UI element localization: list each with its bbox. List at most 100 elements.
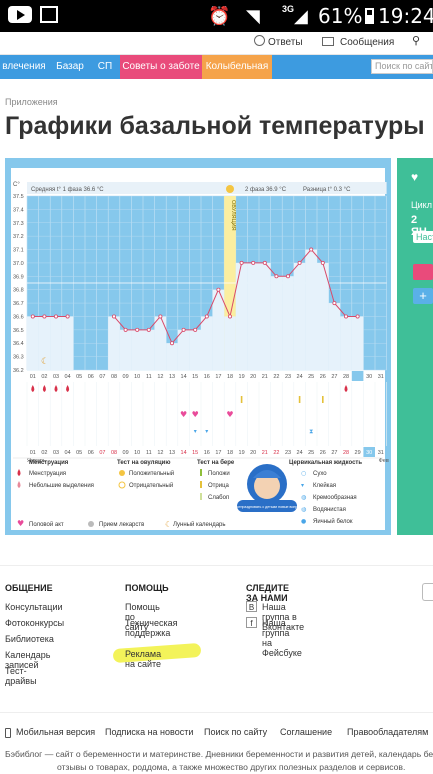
bottom-link-subscribe[interactable]: Подписка на новости [105,727,194,737]
answers-link[interactable]: Ответы [268,37,303,48]
legend-positive: Положительный [129,470,174,477]
date-label: 20 [250,450,256,456]
bbt-chart-svg: Средняя t° 1 фаза 36.6 °С 2 фаза 36.9 °С Р… [11,168,389,530]
footer-link-library[interactable]: Библиотека [5,634,54,644]
legend-spot-icon [17,481,21,488]
temperature-point [181,327,186,332]
temperature-point [320,260,325,265]
answers-icon [254,35,265,46]
nav-tab-care-tips[interactable]: Советы о заботе [120,55,202,79]
temperature-point [216,287,221,292]
legend-preg-weak-icon [200,493,202,500]
legend-pills: Прием лекарств [99,522,144,528]
date-label: 16 [204,450,210,456]
nav-tab-entertainment[interactable]: влечения [2,61,46,72]
add-button[interactable]: + [413,288,433,304]
feedback-button[interactable] [422,583,433,601]
x-tick-label: 30 [366,374,372,380]
legend-preg-weak: Слабоп [208,495,229,501]
nav-tab-bazaar[interactable]: Базар [56,61,84,72]
x-tick-label: 01 [30,374,36,380]
value-fill [340,316,352,370]
heart-icon[interactable]: ♥ [411,170,419,184]
temperature-point [227,314,232,319]
value-fill [235,262,248,370]
legend-dry: Сухо [313,471,327,477]
legend-eggwhite-icon: ● [301,518,306,525]
value-fill [328,303,341,370]
baby-badge-ribbon [237,500,297,512]
footer-link-ads[interactable]: Реклама на сайте [125,649,162,669]
value-fill [270,276,283,370]
side-panel: ♥ Цикл 2 ЯН Наст + [397,158,433,535]
alarm-icon: ⏰ [208,6,231,26]
value-fill [119,329,132,370]
footer-link-calendar[interactable]: Календарь записей [5,650,51,670]
messages-link[interactable]: Сообщения [340,37,395,48]
bottom-link-search[interactable]: Поиск по сайту [204,727,268,737]
nav-tab-sp[interactable]: СП [97,61,113,72]
moon-icon: ☾ [41,357,49,367]
value-fill [27,316,39,370]
x-tick-label: 11 [146,374,152,380]
about-line-2: отзывы о товарах, роддома, а также множе… [57,762,406,772]
footer-link-support[interactable]: Техническая поддержка [125,618,178,638]
bottom-link-agreement[interactable]: Соглашение [280,727,333,737]
y-tick-label: 36.6 [13,314,24,320]
settings-button[interactable]: Наст [413,231,433,243]
main-nav: влечения Базар СП Советы о заботе Колыбе… [0,55,433,79]
legend-positive-icon [119,470,125,476]
x-tick-label: 21 [262,374,268,380]
user-icon[interactable]: ⚲ [412,35,421,47]
legend-moon-icon: ☾ [165,520,172,529]
date-label: 15 [192,450,198,456]
date-label: 28 [343,450,349,456]
today-box [363,447,375,457]
value-fill [38,316,51,370]
test-mark-icon [322,396,324,403]
legend-preg-pos-icon [200,469,202,476]
temperature-point [251,260,256,265]
footer-link-help[interactable]: Помощь по сайту [125,602,160,632]
vk-icon: B [246,601,257,612]
temperature-line [113,248,358,345]
x-tick-label: 27 [331,374,337,380]
value-fill [189,329,201,370]
date-label: 01 [30,450,36,456]
value-fill [108,316,120,370]
chart-header-row [27,182,387,194]
breadcrumb[interactable]: Приложения [5,97,58,107]
value-fill [317,262,329,370]
x-tick-label: 08 [111,374,117,380]
footer-link-photo[interactable]: Фотоконкурсы [5,618,65,628]
temperature-point [54,314,59,319]
facebook-icon: f [246,617,257,628]
bottom-link-rightholders[interactable]: Правообладателям [347,727,429,737]
date-label: 26 [320,450,326,456]
menstruation-drop-icon [42,385,46,392]
x-tick-label: 06 [88,374,94,380]
cycle-label: Цикл [411,200,432,210]
search-input[interactable]: Поиск по сайту [371,59,433,74]
date-label: 14 [181,450,187,456]
pink-action-button[interactable] [413,264,433,280]
footer-link-testdrive[interactable]: Тест-драйвы [5,666,37,686]
menstruation-drop-icon [54,385,58,392]
bottom-link-mobile[interactable]: Мобильная версия [16,727,96,737]
x-tick-label: 22 [273,374,279,380]
date-label: 31 [378,450,384,456]
legend-creamy: Кремообразная [313,495,357,501]
value-fill [351,316,364,370]
menstruation-drop-icon [344,385,348,392]
y-tick-label: 37.4 [13,207,24,213]
value-fill [201,316,213,370]
legend-ovtest-title: Тест на овуляцию [117,460,170,466]
footer-link-consultations[interactable]: Консультации [5,602,63,612]
footer-link-vk[interactable]: Наша группа в Вконтакте [262,602,305,632]
baby-face-icon [254,473,280,499]
footer-link-fb[interactable]: Наша группа на Фейсбуке [262,618,302,658]
value-fill [305,249,317,370]
legend-drop-icon [17,469,21,476]
footer-col2-title: ПОМОЩЬ [125,583,169,593]
nav-tab-lullaby[interactable]: Колыбельная [202,55,272,79]
